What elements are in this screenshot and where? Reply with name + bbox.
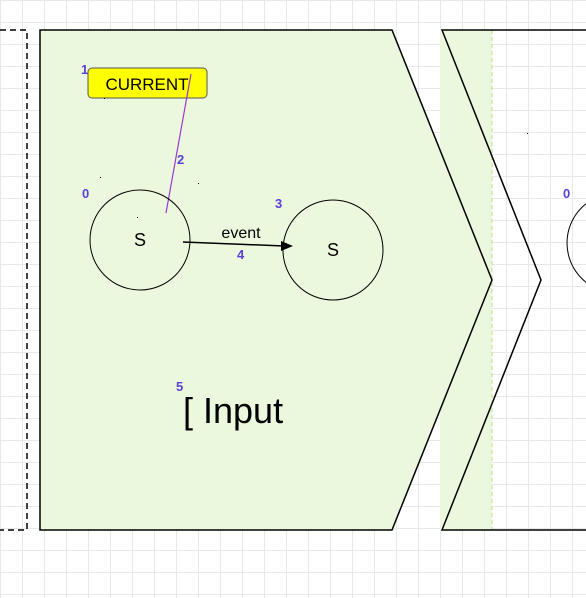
transition-index: 4	[237, 247, 245, 262]
transition-arrowhead	[281, 241, 293, 251]
input-stage-panel[interactable]	[39, 29, 493, 531]
state-left-index: 0	[82, 186, 89, 201]
left-dashed-boundary	[0, 29, 28, 531]
state-right-index: 3	[275, 196, 282, 211]
transition-label: event	[221, 225, 261, 242]
stray-dot	[198, 183, 199, 184]
next-state-circle[interactable]	[566, 193, 586, 293]
stray-dot	[137, 217, 138, 218]
next-state-index: 0	[563, 186, 570, 201]
current-tag-label: CURRENT	[105, 75, 188, 94]
input-label: [ Input	[183, 390, 283, 431]
stray-dot	[100, 177, 101, 178]
stray-dot	[104, 98, 105, 99]
stray-dot	[527, 133, 528, 134]
state-right-label: S	[327, 240, 339, 260]
transition-arrow[interactable]	[182, 241, 285, 247]
next-stage-panel[interactable]	[440, 29, 586, 531]
pointer-line-index: 2	[177, 152, 184, 167]
current-pointer-line[interactable]	[165, 73, 192, 214]
state-left-label: S	[134, 230, 146, 250]
current-tag[interactable]	[87, 67, 208, 99]
input-label-index: 5	[176, 379, 183, 394]
current-tag-index: 1	[81, 62, 88, 77]
state-left-circle[interactable]	[89, 189, 191, 291]
